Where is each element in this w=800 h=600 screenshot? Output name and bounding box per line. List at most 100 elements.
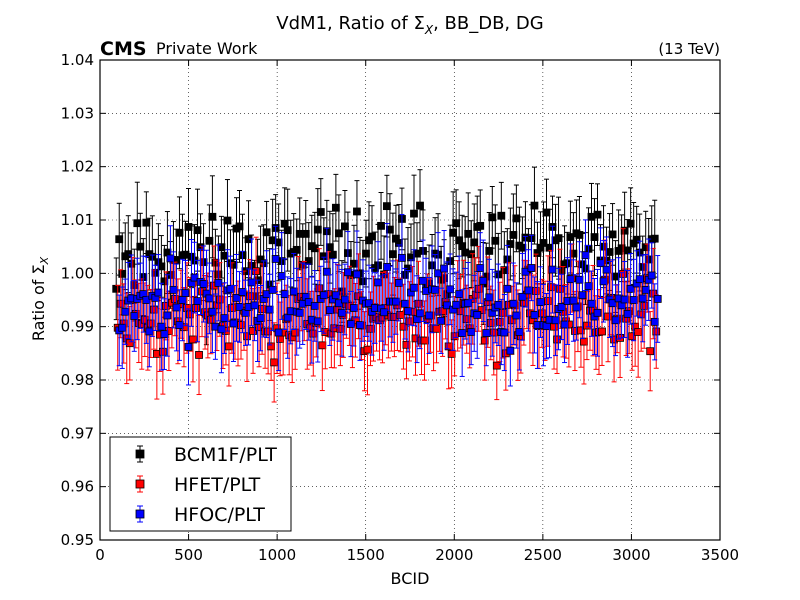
data-point xyxy=(158,347,167,356)
data-point xyxy=(404,307,412,316)
data-point xyxy=(228,304,236,312)
data-point xyxy=(149,305,158,314)
data-point xyxy=(649,289,658,298)
data-point xyxy=(518,243,527,252)
data-point xyxy=(199,280,208,288)
data-point xyxy=(193,297,202,305)
data-point xyxy=(229,319,238,328)
data-point xyxy=(206,315,215,324)
data-point xyxy=(301,229,310,238)
data-point xyxy=(366,324,375,333)
data-point xyxy=(410,283,418,292)
data-point xyxy=(474,284,483,293)
data-point xyxy=(456,307,465,316)
data-point xyxy=(575,275,584,284)
data-point xyxy=(650,234,659,243)
y-tick-label: 1.00 xyxy=(61,264,94,282)
data-point xyxy=(569,296,578,305)
data-point xyxy=(130,312,139,320)
experiment-sublabel: Private Work xyxy=(156,39,258,58)
data-point xyxy=(401,299,409,308)
data-point xyxy=(608,230,617,239)
data-point xyxy=(235,222,244,231)
data-point xyxy=(452,300,461,309)
data-point xyxy=(640,301,649,310)
data-point xyxy=(116,299,125,308)
data-point xyxy=(277,272,286,280)
data-point xyxy=(238,288,247,296)
data-point xyxy=(583,321,591,330)
data-point xyxy=(184,343,193,351)
data-point xyxy=(356,321,364,329)
data-point xyxy=(157,322,166,331)
data-point xyxy=(331,291,340,300)
legend: BCM1F/PLT HFET/PLT HFOC/PLT xyxy=(109,436,292,532)
data-point xyxy=(449,228,458,237)
y-tick-label: 1.04 xyxy=(61,51,94,69)
data-point xyxy=(425,311,433,320)
data-point xyxy=(605,248,614,256)
data-point xyxy=(476,264,485,272)
x-tick-label: 2500 xyxy=(524,546,562,564)
data-point xyxy=(455,290,464,299)
data-point xyxy=(509,231,518,239)
data-point xyxy=(344,268,352,277)
data-point xyxy=(292,245,301,254)
data-point xyxy=(530,201,539,210)
data-point xyxy=(495,317,504,326)
data-point xyxy=(626,219,635,228)
data-point xyxy=(267,342,276,351)
data-point xyxy=(316,208,325,216)
data-point xyxy=(395,279,403,287)
data-point xyxy=(160,330,169,339)
data-point xyxy=(544,297,552,305)
data-point xyxy=(566,275,575,284)
data-point xyxy=(368,232,376,241)
data-point xyxy=(593,210,602,219)
data-point xyxy=(220,251,229,260)
data-point xyxy=(313,317,322,326)
data-point xyxy=(319,291,328,300)
data-point xyxy=(146,319,155,328)
data-point xyxy=(623,309,632,318)
data-point xyxy=(262,228,271,237)
x-axis-label: BCID xyxy=(391,569,430,588)
data-point xyxy=(548,265,557,274)
data-point xyxy=(611,316,620,325)
data-point xyxy=(192,304,200,312)
data-point xyxy=(313,225,322,234)
data-point xyxy=(340,295,349,304)
x-tick-label: 1500 xyxy=(347,546,385,564)
data-point xyxy=(383,263,391,271)
data-point xyxy=(596,259,605,268)
data-point xyxy=(542,208,551,217)
data-point xyxy=(237,321,245,329)
data-point xyxy=(494,300,503,309)
data-point xyxy=(416,309,424,318)
data-point xyxy=(193,226,202,235)
energy-label: (13 TeV) xyxy=(658,40,720,58)
data-point xyxy=(593,308,602,317)
data-point xyxy=(452,219,461,228)
y-tick-label: 0.98 xyxy=(61,371,94,389)
data-point xyxy=(479,276,488,285)
data-point xyxy=(396,311,405,319)
data-point xyxy=(220,314,229,323)
data-point xyxy=(432,324,441,333)
data-point xyxy=(587,299,596,308)
x-tick-label: 0 xyxy=(95,546,105,564)
data-point xyxy=(420,336,429,345)
data-point xyxy=(208,212,217,221)
data-point xyxy=(160,277,169,286)
data-point xyxy=(133,219,142,228)
data-point xyxy=(374,278,382,287)
legend-label: HFOC/PLT xyxy=(174,504,265,526)
data-point xyxy=(322,267,331,276)
data-point xyxy=(450,332,459,341)
data-point xyxy=(532,287,540,295)
data-point xyxy=(524,286,533,295)
data-point xyxy=(602,265,611,274)
data-point xyxy=(205,294,214,303)
data-point xyxy=(347,320,355,328)
